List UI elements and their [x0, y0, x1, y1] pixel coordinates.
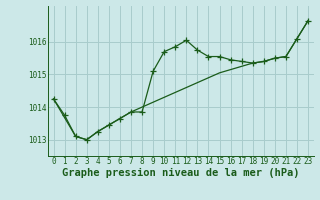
X-axis label: Graphe pression niveau de la mer (hPa): Graphe pression niveau de la mer (hPa) [62, 168, 300, 178]
